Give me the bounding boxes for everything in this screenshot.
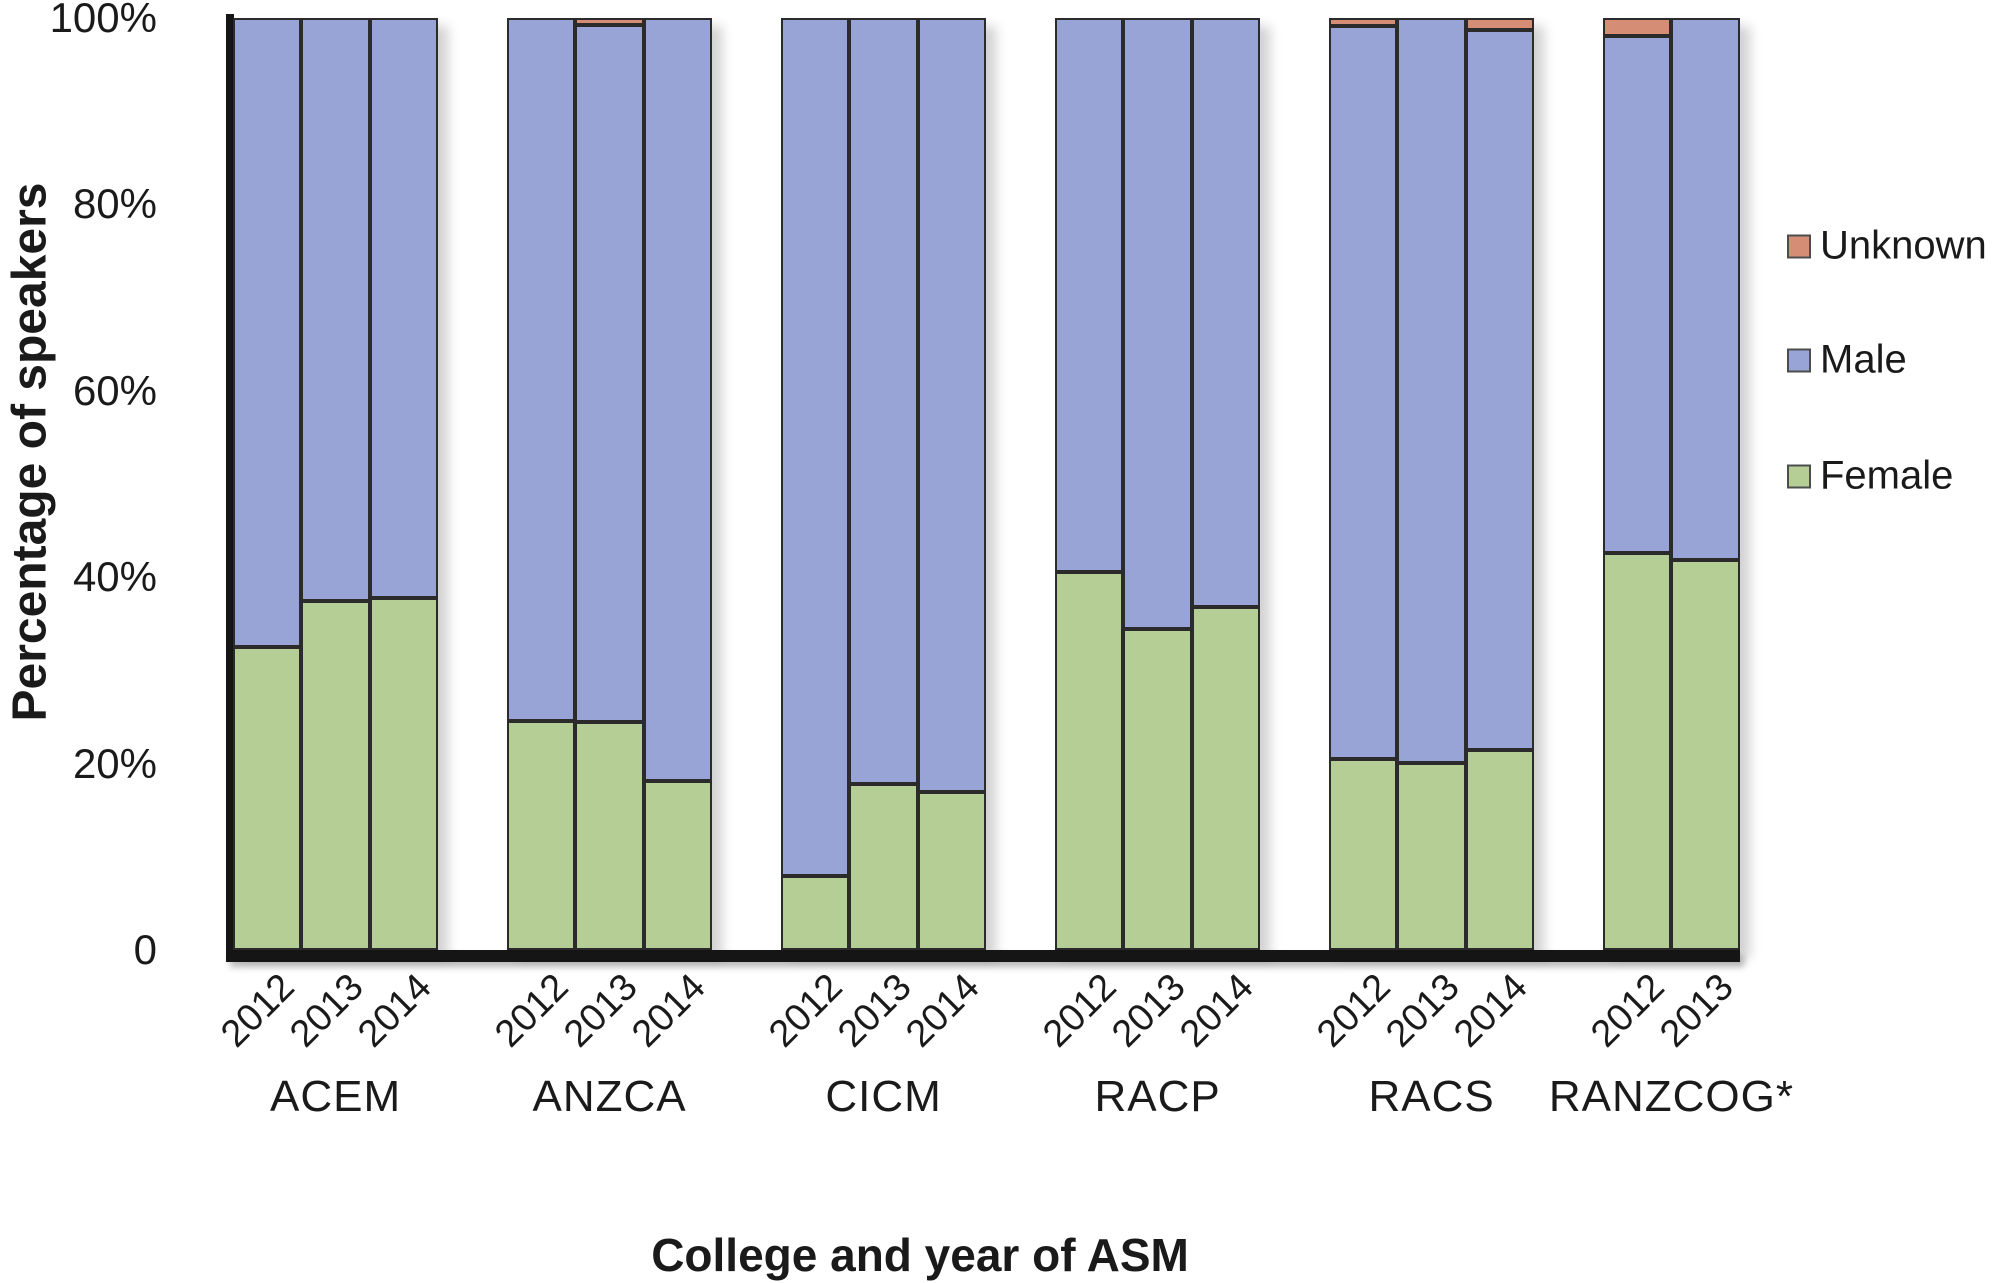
y-tick-label-60: 60% <box>72 366 157 414</box>
bar-ACEM-2012 <box>233 18 302 950</box>
y-tick-label-40: 40% <box>72 553 157 601</box>
segment-male-RACS-2013 <box>1397 18 1466 763</box>
legend-item-female: Female <box>1787 454 1953 499</box>
bar-RACP-2014 <box>1191 18 1261 950</box>
segment-female-ACEM-2013 <box>301 601 370 950</box>
bar-RACS-2014 <box>1465 18 1535 950</box>
bar-group-RANZCOG <box>1603 18 1740 950</box>
segment-male-RACS-2012 <box>1329 26 1398 759</box>
segment-female-RANZCOG-2013 <box>1671 560 1740 950</box>
legend-label-male: Male <box>1820 337 1907 382</box>
legend-item-male: Male <box>1787 338 1907 383</box>
segment-unknown-RANZCOG-2012 <box>1603 18 1672 36</box>
segment-male-CICM-2012 <box>781 18 850 877</box>
segment-male-ANZCA-2012 <box>507 18 576 721</box>
segment-male-RACS-2014 <box>1465 30 1535 750</box>
x-college-label-CICM: CICM <box>825 1072 942 1121</box>
legend-label-female: Female <box>1820 453 1954 498</box>
bar-RANZCOG-2012 <box>1603 18 1672 950</box>
y-axis-line <box>226 14 234 958</box>
bar-RACP-2013 <box>1123 18 1192 950</box>
segment-male-ACEM-2013 <box>301 18 370 602</box>
legend-label-unknown: Unknown <box>1820 223 1987 268</box>
bar-group-ACEM <box>233 18 439 950</box>
segment-male-RANZCOG-2013 <box>1671 18 1740 561</box>
bar-CICM-2013 <box>849 18 918 950</box>
bar-ACEM-2014 <box>369 18 439 950</box>
legend-item-unknown: Unknown <box>1787 224 1987 269</box>
y-tick-label-100: 100% <box>49 0 157 41</box>
bar-ACEM-2013 <box>301 18 370 950</box>
segment-female-RACS-2014 <box>1465 749 1535 950</box>
segment-female-CICM-2014 <box>917 791 987 950</box>
bar-ANZCA-2012 <box>507 18 576 950</box>
segment-male-RACP-2014 <box>1191 18 1261 608</box>
segment-female-RANZCOG-2012 <box>1603 552 1672 950</box>
segment-female-ACEM-2014 <box>369 597 439 950</box>
segment-female-ANZCA-2012 <box>507 720 576 950</box>
segment-male-CICM-2014 <box>917 18 987 792</box>
bar-CICM-2014 <box>917 18 987 950</box>
x-college-label-RACP: RACP <box>1094 1072 1221 1121</box>
segment-male-RANZCOG-2012 <box>1603 35 1672 553</box>
bar-ANZCA-2013 <box>575 18 644 950</box>
segment-unknown-RACS-2014 <box>1465 18 1535 31</box>
segment-unknown-RACS-2012 <box>1329 18 1398 27</box>
segment-male-RACP-2013 <box>1123 18 1192 630</box>
segment-unknown-ANZCA-2013 <box>575 18 644 26</box>
legend-swatch-male-icon <box>1787 348 1811 372</box>
bar-RACS-2013 <box>1397 18 1466 950</box>
segment-female-RACS-2012 <box>1329 758 1398 950</box>
y-axis-tick-labels: 100% 80% 60% 40% 20% 0 <box>0 0 157 1000</box>
bar-RACS-2012 <box>1329 18 1398 950</box>
bar-group-RACS <box>1329 18 1535 950</box>
legend-swatch-female-icon <box>1787 464 1811 488</box>
bar-CICM-2012 <box>781 18 850 950</box>
segment-female-RACS-2013 <box>1397 762 1466 950</box>
segment-female-ACEM-2012 <box>233 647 302 950</box>
y-tick-label-80: 80% <box>72 180 157 228</box>
segment-female-ANZCA-2013 <box>575 721 644 950</box>
bar-RACP-2012 <box>1055 18 1124 950</box>
segment-male-ANZCA-2013 <box>575 25 644 722</box>
y-tick-label-0: 0 <box>133 926 157 973</box>
segment-female-CICM-2012 <box>781 876 850 950</box>
bar-ANZCA-2014 <box>643 18 713 950</box>
segment-male-ANZCA-2014 <box>643 18 713 782</box>
x-college-label-RANZCOG: RANZCOG* <box>1548 1072 1794 1121</box>
bar-RANZCOG-2013 <box>1671 18 1740 950</box>
x-axis-line <box>226 950 1740 962</box>
segment-male-ACEM-2014 <box>369 18 439 598</box>
segment-female-RACP-2013 <box>1123 629 1192 950</box>
legend-swatch-unknown-icon <box>1787 234 1811 258</box>
x-college-label-ACEM: ACEM <box>270 1072 402 1121</box>
bar-group-ANZCA <box>507 18 713 950</box>
segment-female-RACP-2014 <box>1191 607 1261 950</box>
segment-female-CICM-2013 <box>849 784 918 950</box>
bar-group-CICM <box>781 18 987 950</box>
bar-group-RACP <box>1055 18 1261 950</box>
y-tick-label-20: 20% <box>72 739 157 787</box>
x-axis-title: College and year of ASM <box>651 1229 1189 1281</box>
segment-female-ANZCA-2014 <box>643 781 713 950</box>
segment-male-CICM-2013 <box>849 18 918 785</box>
segment-female-RACP-2012 <box>1055 571 1124 950</box>
x-college-label-ANZCA: ANZCA <box>532 1072 687 1121</box>
segment-male-RACP-2012 <box>1055 18 1124 572</box>
x-college-label-RACS: RACS <box>1368 1072 1495 1121</box>
segment-male-ACEM-2012 <box>233 18 302 648</box>
